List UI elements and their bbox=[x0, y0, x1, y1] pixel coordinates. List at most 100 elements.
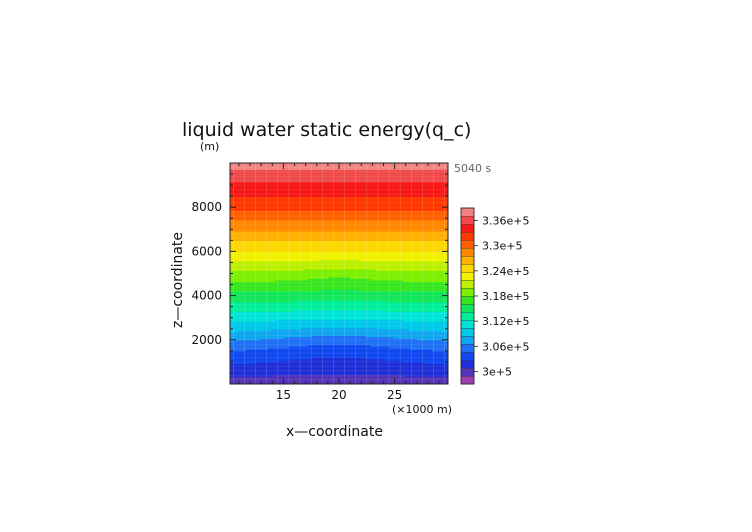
field-cell bbox=[322, 377, 326, 380]
field-cell bbox=[440, 377, 444, 380]
field-cell bbox=[340, 360, 344, 363]
field-cell bbox=[389, 358, 393, 361]
field-cell bbox=[438, 371, 442, 374]
field-cell bbox=[324, 339, 327, 342]
field-cell bbox=[384, 335, 387, 338]
field-cell bbox=[319, 347, 322, 350]
field-cell bbox=[279, 341, 282, 344]
field-cell bbox=[393, 369, 396, 372]
field-cell bbox=[398, 374, 402, 377]
field-cell bbox=[440, 347, 444, 350]
field-cell bbox=[271, 357, 275, 360]
field-cell bbox=[426, 350, 429, 354]
field-cell bbox=[331, 366, 335, 369]
field-cell bbox=[259, 358, 262, 361]
field-cell bbox=[348, 349, 351, 352]
field-cell bbox=[339, 349, 342, 352]
field-cell bbox=[404, 360, 407, 363]
field-cell bbox=[429, 365, 433, 368]
field-cell bbox=[249, 349, 253, 352]
field-cell bbox=[260, 376, 264, 379]
field-cell bbox=[230, 336, 233, 339]
field-cell bbox=[284, 341, 287, 344]
field-cell bbox=[375, 341, 378, 344]
field-cell bbox=[271, 368, 275, 371]
field-cell bbox=[375, 344, 378, 347]
field-cell bbox=[255, 347, 258, 350]
field-cell bbox=[302, 372, 306, 376]
field-cell bbox=[302, 347, 306, 350]
field-cell bbox=[340, 376, 344, 379]
field-cell bbox=[264, 338, 267, 341]
field-cell bbox=[337, 377, 340, 380]
field-cell bbox=[309, 371, 313, 374]
field-cell bbox=[398, 366, 402, 369]
field-cell bbox=[320, 335, 324, 338]
field-cell bbox=[391, 341, 395, 344]
field-cell bbox=[353, 374, 356, 377]
field-cell bbox=[231, 372, 235, 376]
field-cell bbox=[417, 371, 420, 374]
field-cell bbox=[426, 371, 429, 374]
field-cell bbox=[268, 346, 271, 349]
field-cell bbox=[277, 339, 280, 342]
field-cell bbox=[309, 369, 313, 372]
field-cell bbox=[286, 369, 289, 372]
field-cell bbox=[319, 352, 322, 355]
field-cell bbox=[297, 346, 300, 349]
field-cell bbox=[240, 344, 244, 347]
field-cell bbox=[249, 352, 253, 355]
field-cell bbox=[355, 371, 358, 374]
field-cell bbox=[364, 371, 367, 374]
field-cell bbox=[275, 339, 278, 342]
field-cell bbox=[422, 371, 425, 374]
field-cell bbox=[349, 347, 353, 350]
field-cell bbox=[411, 365, 415, 368]
field-cell bbox=[389, 361, 393, 365]
field-cell bbox=[395, 336, 398, 339]
field-cell bbox=[271, 344, 275, 347]
field-cell bbox=[355, 338, 358, 341]
field-cell bbox=[431, 342, 435, 346]
field-cell bbox=[284, 339, 287, 342]
field-cell bbox=[277, 344, 280, 347]
field-cell bbox=[299, 339, 302, 342]
field-cell bbox=[346, 371, 349, 374]
field-cell bbox=[346, 374, 349, 377]
field-cell bbox=[402, 366, 405, 369]
field-cell bbox=[331, 360, 335, 363]
field-cell bbox=[422, 354, 425, 357]
field-cell bbox=[440, 342, 444, 346]
field-cell bbox=[260, 341, 264, 344]
field-cell bbox=[397, 352, 400, 355]
field-cell bbox=[349, 382, 353, 384]
field-cell bbox=[326, 357, 329, 360]
field-cell bbox=[286, 350, 289, 354]
field-cell bbox=[395, 368, 398, 371]
field-cell bbox=[293, 358, 296, 361]
field-cell bbox=[271, 372, 275, 376]
field-cell bbox=[324, 379, 327, 382]
field-cell bbox=[437, 350, 440, 354]
field-cell bbox=[440, 365, 444, 368]
field-cell bbox=[411, 366, 415, 369]
field-cell bbox=[426, 365, 429, 368]
field-cell bbox=[362, 379, 366, 382]
field-cell bbox=[257, 352, 260, 355]
field-cell bbox=[329, 372, 333, 376]
field-cell bbox=[440, 344, 444, 347]
field-cell bbox=[253, 372, 257, 376]
field-cell bbox=[240, 355, 244, 358]
field-cell bbox=[286, 372, 289, 376]
field-cell bbox=[233, 377, 237, 380]
field-cell bbox=[339, 369, 342, 372]
field-cell bbox=[429, 366, 433, 369]
field-cell bbox=[380, 368, 384, 371]
field-cell bbox=[271, 339, 275, 342]
field-cell bbox=[291, 357, 295, 360]
field-cell bbox=[309, 338, 313, 341]
field-cell bbox=[249, 358, 253, 361]
field-cell bbox=[324, 349, 327, 352]
field-cell bbox=[251, 380, 255, 384]
field-cell bbox=[259, 363, 262, 366]
